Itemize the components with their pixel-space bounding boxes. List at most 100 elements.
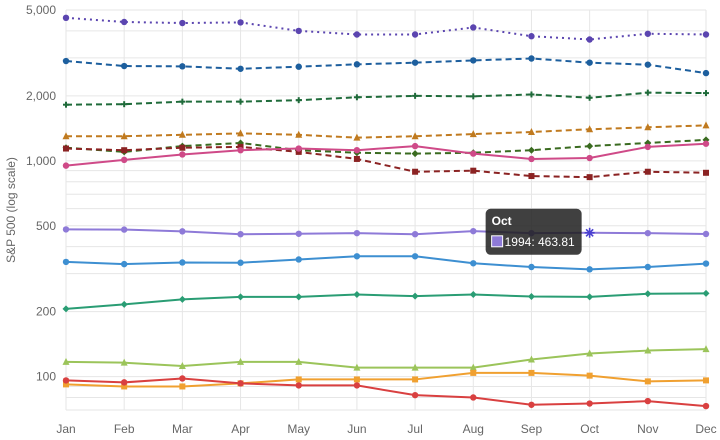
- data-point: [120, 260, 128, 268]
- data-point: [411, 292, 419, 300]
- x-tick-label: Apr: [231, 422, 250, 436]
- data-point: [702, 345, 710, 353]
- series-0: [62, 14, 710, 43]
- data-point: [178, 361, 186, 369]
- series-line: [65, 57, 707, 75]
- data-point: [179, 144, 186, 151]
- data-point: [120, 156, 128, 164]
- data-point: [237, 98, 244, 105]
- data-point: [237, 146, 244, 154]
- data-point: [295, 130, 303, 138]
- data-point: [586, 36, 593, 43]
- data-point: [179, 63, 186, 70]
- data-point: [411, 31, 419, 38]
- data-point: [644, 290, 652, 298]
- x-tick-label: Nov: [637, 422, 658, 436]
- data-point: [528, 91, 535, 98]
- data-point: [411, 253, 419, 260]
- x-tick-label: Jul: [407, 422, 422, 436]
- data-point: [353, 253, 361, 260]
- data-point: [295, 27, 302, 35]
- data-point: [62, 377, 70, 384]
- data-point: [586, 400, 593, 407]
- data-point: [353, 146, 361, 154]
- data-point: [470, 260, 477, 267]
- data-point: [353, 133, 361, 141]
- hover-point: [584, 227, 595, 238]
- series-7: [62, 226, 710, 238]
- data-point: [527, 355, 535, 363]
- data-point: [470, 227, 477, 235]
- data-point: [702, 140, 710, 147]
- data-point: [353, 61, 361, 68]
- data-point: [295, 382, 302, 389]
- data-point: [586, 266, 593, 273]
- data-point: [237, 129, 245, 137]
- x-tick-label: Aug: [463, 422, 484, 436]
- data-point: [62, 305, 70, 313]
- data-point: [703, 90, 709, 97]
- data-point: [237, 143, 244, 150]
- data-point: [703, 169, 709, 176]
- tooltip-title: Oct: [492, 214, 512, 228]
- x-tick-label: Dec: [695, 422, 716, 436]
- series-line: [65, 16, 707, 41]
- data-point: [411, 230, 419, 238]
- data-point: [120, 132, 128, 140]
- data-point: [702, 230, 710, 238]
- x-tick-label: Jan: [56, 422, 75, 436]
- data-point: [237, 230, 244, 238]
- data-point: [470, 93, 477, 100]
- data-point: [353, 31, 361, 38]
- series-line: [65, 228, 707, 236]
- data-point: [178, 130, 186, 138]
- series-11: [63, 369, 709, 390]
- data-point: [411, 363, 419, 371]
- data-point: [63, 145, 69, 152]
- data-point: [528, 369, 535, 376]
- data-point: [470, 394, 477, 401]
- data-point: [120, 62, 128, 70]
- data-point: [179, 259, 186, 266]
- data-point: [62, 357, 70, 365]
- data-point: [353, 363, 361, 371]
- data-point: [295, 63, 302, 70]
- data-point: [295, 293, 303, 301]
- data-point: [470, 167, 477, 174]
- data-point: [63, 381, 69, 388]
- series-line: [65, 138, 707, 155]
- y-tick-label: 1,000: [26, 154, 56, 168]
- series-6: [62, 140, 710, 169]
- x-tick-label: Jun: [347, 422, 366, 436]
- data-point: [644, 30, 652, 37]
- data-point: [121, 383, 128, 390]
- data-point: [469, 363, 477, 371]
- series-2: [63, 89, 709, 108]
- data-point: [470, 57, 477, 64]
- data-point: [237, 357, 245, 365]
- x-tick-label: Sep: [521, 422, 543, 436]
- series-line: [65, 142, 707, 167]
- data-point: [179, 19, 186, 27]
- data-point: [353, 382, 361, 389]
- data-point: [295, 230, 302, 237]
- data-point: [528, 173, 535, 180]
- data-point: [469, 130, 477, 138]
- data-point: [528, 55, 535, 62]
- data-point: [644, 229, 652, 237]
- data-point: [179, 151, 186, 158]
- data-point: [644, 89, 651, 96]
- data-point: [295, 357, 303, 365]
- series-5: [63, 143, 709, 181]
- data-point: [469, 291, 477, 299]
- series-12: [62, 375, 710, 410]
- tooltip-box: [485, 208, 582, 255]
- data-point: [412, 92, 419, 99]
- data-point: [702, 31, 710, 38]
- data-point: [528, 155, 535, 163]
- data-point: [353, 155, 360, 162]
- series-8: [62, 253, 710, 273]
- data-point: [527, 128, 535, 136]
- data-point: [62, 162, 70, 169]
